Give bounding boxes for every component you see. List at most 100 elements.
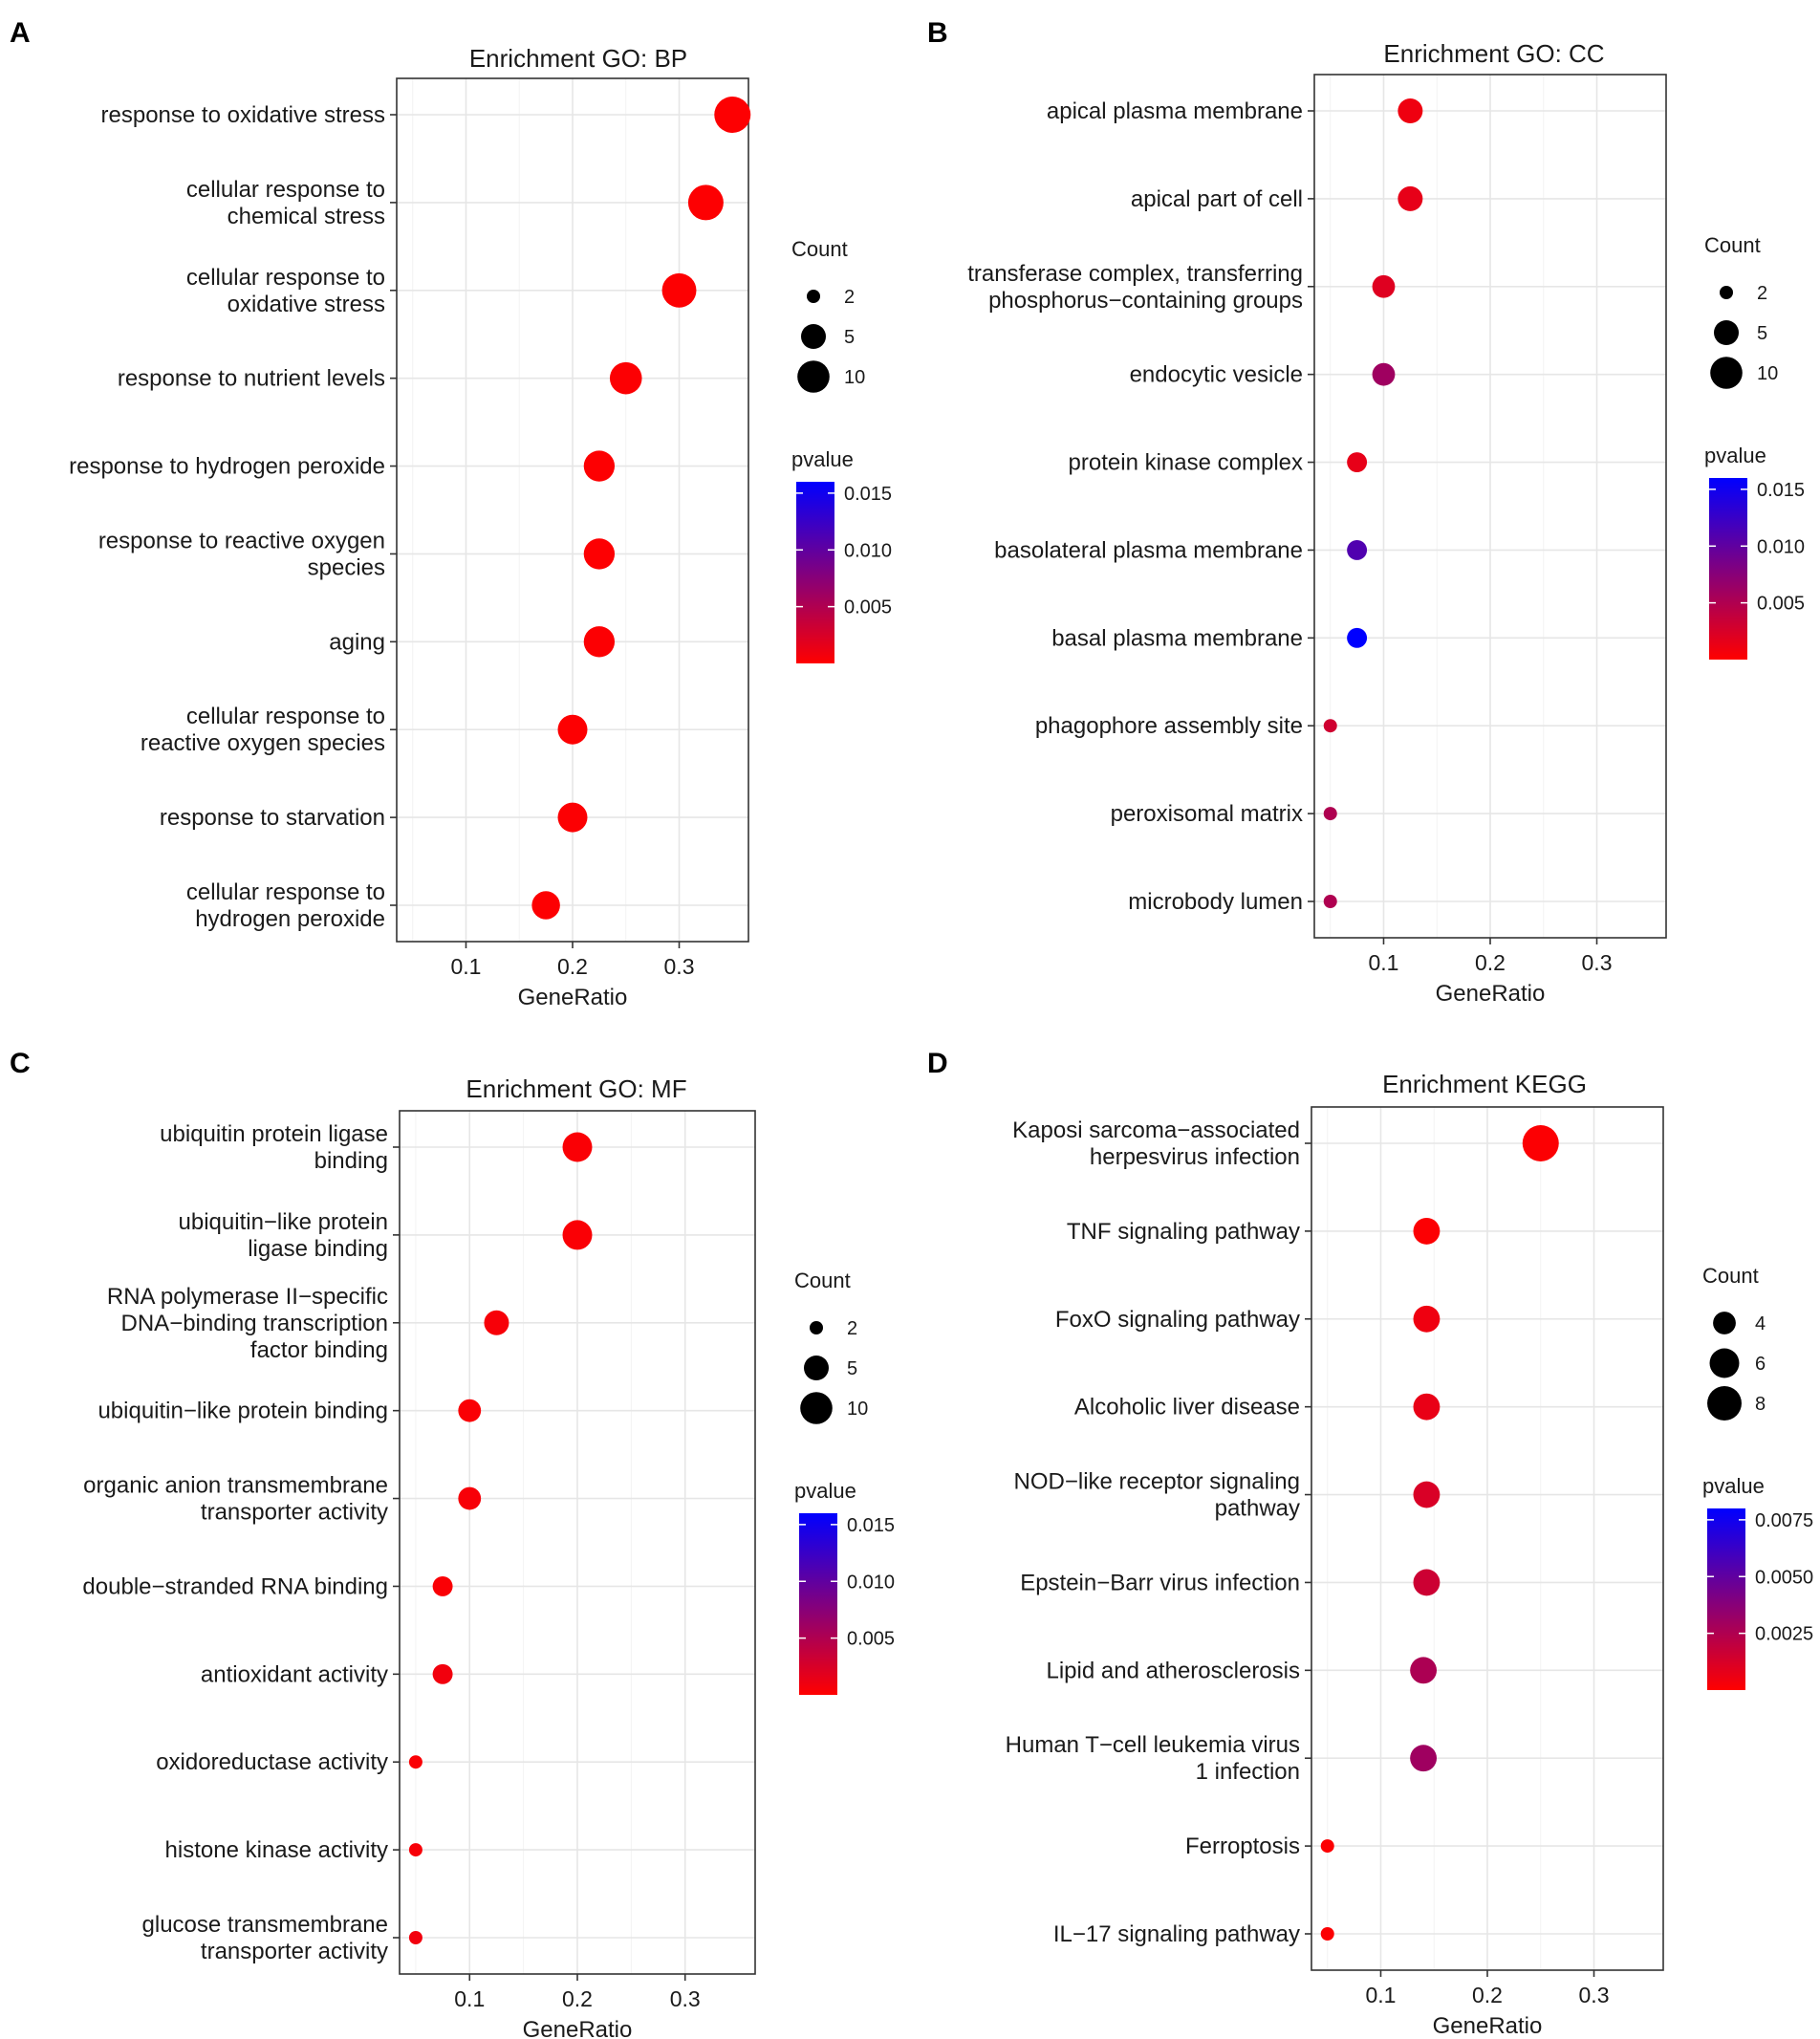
color-legend-label: 0.0050 (1755, 1567, 1813, 1588)
category-label: endocytic vesicle (1130, 362, 1303, 388)
color-legend: pvalue 0.015 0.010 0.005 (1704, 444, 1805, 660)
panel-a: A Enrichment GO: BP 0.1 0.2 0.3 GeneRatio resp… (10, 17, 892, 1010)
size-legend-label: 2 (844, 287, 855, 308)
data-point (562, 1132, 593, 1162)
category-label: antioxidant activity (201, 1661, 388, 1687)
data-point (1413, 1569, 1441, 1596)
panel-label: C (10, 1048, 31, 1079)
data-point (1347, 539, 1368, 560)
category-label: ubiquitin−like protein binding (98, 1399, 388, 1424)
category-label: RNA polymerase II−specific DNA−binding tr… (107, 1284, 388, 1363)
color-legend-bar (1709, 478, 1747, 660)
data-point (557, 802, 588, 833)
x-tick-label: 0.1 (1368, 950, 1398, 975)
category-label: organic anion transmembrane transporter a… (83, 1473, 388, 1526)
data-point (458, 1486, 482, 1510)
category-label: cellular response to reactive oxygen spec… (141, 704, 385, 756)
category-label: TNF signaling pathway (1067, 1219, 1300, 1245)
size-legend: Count 2 5 10 (1704, 233, 1778, 389)
data-point (1320, 1839, 1334, 1854)
color-legend-label: 0.005 (1757, 594, 1805, 615)
data-point (1372, 274, 1396, 298)
size-legend: Count 2 5 10 (794, 1269, 868, 1424)
category-label: glucose transmembrane transporter activit… (142, 1912, 388, 1964)
data-point (1323, 719, 1337, 733)
chart-title: Enrichment GO: MF (466, 1074, 686, 1103)
data-point (408, 1755, 422, 1769)
size-legend-label: 2 (1757, 283, 1767, 304)
category-label: histone kinase activity (165, 1837, 388, 1863)
color-legend-title: pvalue (791, 447, 854, 471)
size-legend-label: 2 (847, 1318, 857, 1339)
panel-label: D (927, 1048, 948, 1079)
x-tick-label: 0.1 (1365, 1983, 1396, 2007)
x-tick-label: 0.2 (1475, 950, 1506, 975)
size-legend-label: 5 (1757, 323, 1767, 344)
data-point (1398, 185, 1423, 211)
size-legend-dot (1709, 1348, 1740, 1378)
data-point (583, 538, 616, 570)
data-point (408, 1931, 422, 1944)
size-legend-title: Count (794, 1269, 851, 1292)
x-tick-label: 0.3 (664, 954, 695, 979)
size-legend-title: Count (1702, 1264, 1759, 1288)
category-label: FoxO signaling pathway (1055, 1307, 1300, 1333)
grid (1311, 1107, 1663, 1970)
category-label: ubiquitin−like protein ligase binding (179, 1209, 388, 1262)
color-legend-label: 0.005 (844, 597, 892, 618)
size-legend-dot (1720, 286, 1733, 299)
x-axis-label: GeneRatio (523, 2017, 633, 2039)
x-tick-label: 0.2 (562, 1986, 593, 2011)
category-label: microbody lumen (1128, 889, 1303, 915)
size-legend-dot (797, 360, 830, 393)
grid (400, 1111, 755, 1974)
category-label: ubiquitin protein ligase binding (160, 1121, 388, 1174)
category-label: response to nutrient levels (118, 366, 385, 392)
size-legend-dot (807, 290, 820, 303)
size-legend-dot (1710, 357, 1743, 389)
color-legend-bar (1707, 1508, 1745, 1690)
data-point (432, 1663, 453, 1684)
size-legend-label: 6 (1755, 1354, 1766, 1375)
category-label: cellular response to chemical stress (186, 177, 385, 229)
category-label: double−stranded RNA binding (82, 1573, 388, 1599)
data-point (408, 1843, 422, 1857)
size-legend-title: Count (791, 237, 848, 261)
category-label: apical plasma membrane (1047, 98, 1303, 124)
size-legend-label: 5 (847, 1358, 857, 1379)
size-legend-label: 10 (1757, 363, 1778, 384)
color-legend-label: 0.0075 (1755, 1510, 1813, 1531)
data-point (1410, 1745, 1438, 1772)
color-legend-label: 0.015 (844, 484, 892, 505)
x-axis-label: GeneRatio (1436, 981, 1546, 1007)
chart-title: Enrichment KEGG (1382, 1070, 1587, 1098)
size-legend-dot (810, 1321, 823, 1334)
color-legend-bar (796, 482, 834, 663)
category-label: cellular response to hydrogen peroxide (186, 879, 385, 932)
data-point (1323, 895, 1337, 908)
category-label: peroxisomal matrix (1111, 801, 1303, 827)
size-legend: Count 2 5 10 (791, 237, 865, 393)
size-legend-dot (1714, 320, 1739, 345)
category-label: oxidoreductase activity (156, 1749, 388, 1775)
data-point (1413, 1393, 1441, 1421)
color-legend-title: pvalue (794, 1479, 856, 1503)
color-legend-label: 0.015 (847, 1515, 895, 1536)
category-label: transferase complex, transferring phospho… (967, 261, 1303, 314)
category-label: Kaposi sarcoma−associated herpesvirus inf… (1012, 1117, 1300, 1170)
color-legend-title: pvalue (1704, 444, 1766, 467)
data-point (583, 450, 616, 482)
category-label: Ferroptosis (1185, 1833, 1300, 1859)
x-tick-label: 0.1 (454, 1986, 485, 2011)
data-point (531, 891, 560, 920)
data-point (1398, 98, 1423, 123)
data-point (1413, 1481, 1441, 1508)
chart-title: Enrichment GO: CC (1383, 39, 1604, 68)
category-label: response to reactive oxygen species (98, 528, 385, 580)
data-point (557, 714, 588, 745)
panel-d: D Enrichment KEGG 0.1 0.2 0.3 GeneRatio Kaposi… (927, 1048, 1813, 2039)
x-tick-label: 0.3 (1582, 950, 1613, 975)
data-point (432, 1575, 453, 1596)
data-point (1372, 362, 1396, 386)
